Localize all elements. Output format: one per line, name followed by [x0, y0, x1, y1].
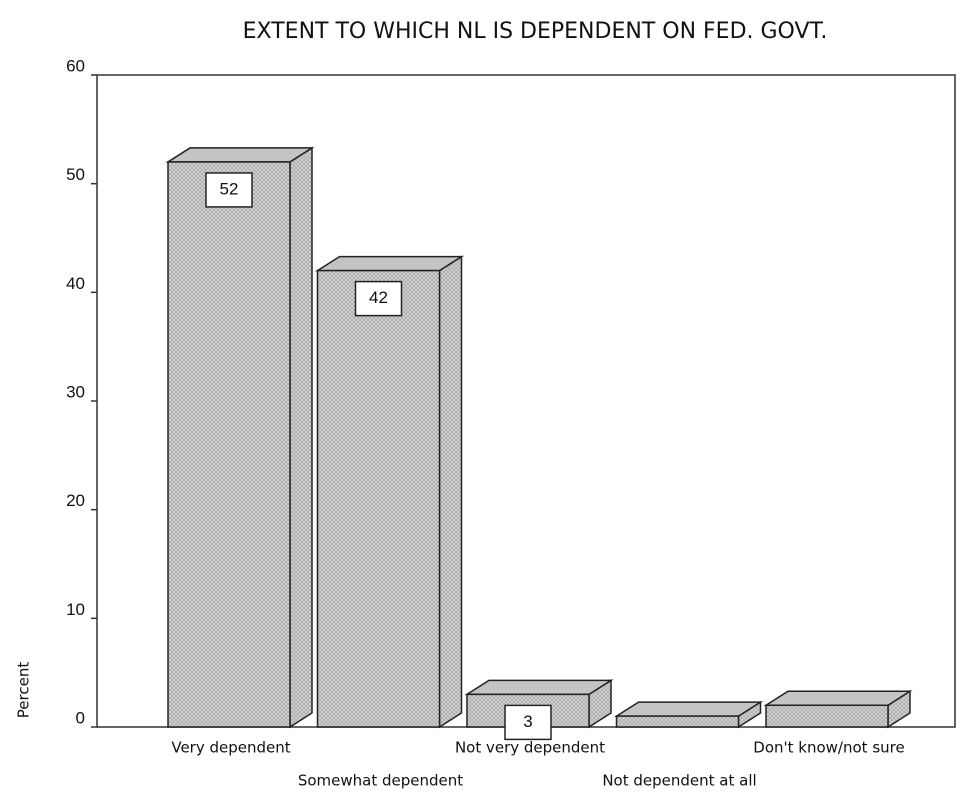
y-tick-label: 20 [66, 491, 85, 510]
y-axis-label: Percent [15, 662, 33, 719]
y-tick-label: 50 [66, 165, 85, 184]
value-label: 52 [220, 179, 239, 198]
x-tick-label: Somewhat dependent [298, 772, 463, 790]
bar-front [316, 269, 441, 728]
value-label-box [354, 280, 403, 317]
bar [763, 689, 913, 729]
y-tick-label: 10 [66, 600, 85, 619]
x-tick-label: Not dependent at all [602, 772, 756, 790]
bar-top [613, 701, 764, 717]
bar-side [438, 255, 463, 729]
bar [613, 700, 764, 729]
bar-front [167, 161, 291, 728]
y-tick-label: 0 [76, 708, 85, 727]
bar-front [765, 704, 889, 728]
value-label: 3 [523, 712, 532, 731]
value-label-box [504, 704, 552, 741]
bar-top [165, 147, 315, 163]
bar [314, 255, 465, 729]
bar-top [763, 690, 913, 707]
y-tick-label: 40 [66, 274, 85, 293]
value-label: 42 [369, 288, 388, 307]
chart-title: EXTENT TO WHICH NL IS DEPENDENT ON FED. … [243, 19, 828, 44]
bar [165, 146, 315, 729]
bar-top [464, 679, 614, 696]
y-tick-label: 30 [66, 382, 85, 401]
x-tick-label: Not very dependent [455, 739, 605, 757]
bar-front [615, 715, 740, 728]
x-tick-label: Don't know/not sure [753, 739, 904, 757]
bar-top [314, 255, 465, 272]
x-tick-label: Very dependent [171, 739, 290, 757]
bar-side [289, 146, 313, 729]
y-tick-label: 60 [66, 56, 85, 75]
value-label-box [205, 172, 253, 208]
